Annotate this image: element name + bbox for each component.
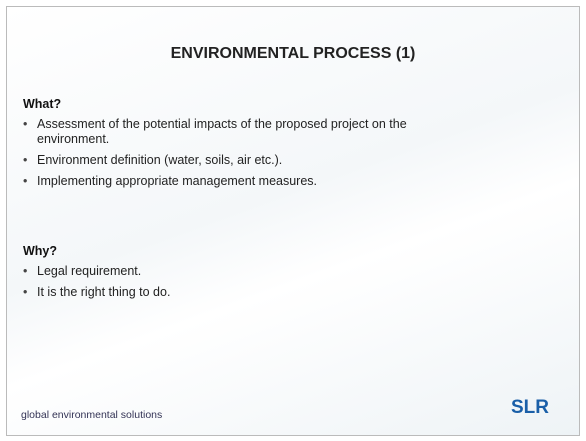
section-heading: Why? bbox=[23, 244, 58, 258]
footer: global environmental solutions bbox=[21, 409, 163, 421]
logo: SLR bbox=[511, 397, 549, 418]
slide-title: ENVIRONMENTAL PROCESS (1) bbox=[170, 45, 416, 62]
bullet: Implementing appropriate management meas… bbox=[23, 174, 537, 189]
bullet: Assessment of the potential impacts of t… bbox=[23, 117, 407, 147]
bullet: Environment definition (water, soils, ai… bbox=[23, 153, 537, 168]
slide: ENVIRONMENTAL PROCESS (1) What? Assessme… bbox=[6, 6, 580, 436]
bullet-list: Legal requirement. It is the right thing… bbox=[19, 264, 537, 306]
bullet: Legal requirement. bbox=[23, 264, 537, 279]
section-heading: What? bbox=[23, 97, 62, 111]
bullet: It is the right thing to do. bbox=[23, 285, 537, 300]
bullet-list: Assessment of the potential impacts of t… bbox=[19, 117, 537, 195]
